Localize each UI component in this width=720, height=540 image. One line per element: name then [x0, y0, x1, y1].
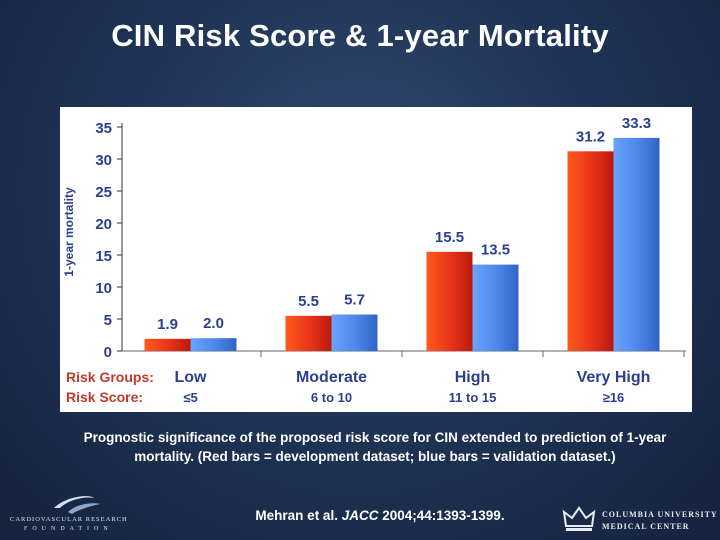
bar-value-label: 5.5: [298, 293, 319, 310]
bar-value-label: 1.9: [157, 316, 178, 333]
category-label: Very High: [577, 369, 651, 386]
bar-validation-high: [472, 264, 519, 351]
bar-value-label: 2.0: [203, 315, 224, 332]
y-tick-label: 20: [95, 216, 112, 233]
crf-logo-line2: FOUNDATION: [24, 526, 113, 532]
category-label: Moderate: [296, 369, 367, 386]
category-label: High: [455, 369, 491, 386]
citation-journal: JACC: [341, 508, 379, 523]
risk-score-label: 11 to 15: [449, 390, 497, 405]
y-tick-label: 35: [95, 120, 112, 137]
bar-validation-moderate: [331, 314, 378, 351]
bar-value-label: 31.2: [576, 128, 605, 145]
y-tick-label: 0: [104, 344, 112, 361]
crf-logo: CARDIOVASCULAR RESEARCH FOUNDATION: [10, 490, 140, 534]
figure-caption: Prognostic significance of the proposed …: [83, 430, 667, 464]
bar-validation-low: [190, 338, 237, 351]
crf-swirl-icon: [54, 496, 100, 514]
bar-value-label: 15.5: [435, 229, 464, 246]
bar-value-label: 33.3: [622, 115, 651, 132]
crown-icon: [562, 506, 596, 531]
bar-development-low: [144, 338, 191, 351]
bar-validation-very-high: [613, 137, 660, 351]
y-tick-label: 10: [95, 280, 112, 297]
y-tick-label: 25: [95, 184, 112, 201]
category-label: Low: [175, 369, 208, 386]
columbia-logo: COLUMBIA UNIVERSITY MEDICAL CENTER: [562, 506, 717, 536]
citation: Mehran et al. JACC 2004;44:1393-1399.: [190, 508, 570, 523]
risk-score-label: ≤5: [183, 390, 197, 405]
columbia-logo-line2: MEDICAL CENTER: [602, 522, 690, 531]
risk-score-row-label: Risk Score:: [66, 389, 143, 405]
risk-score-label: 6 to 10: [311, 390, 352, 405]
bar-development-very-high: [567, 151, 614, 351]
y-tick-label: 30: [95, 152, 112, 169]
crf-logo-line1: CARDIOVASCULAR RESEARCH: [10, 516, 128, 523]
bar-development-high: [426, 251, 473, 351]
citation-authors: Mehran et al.: [255, 508, 342, 523]
slide-title: CIN Risk Score & 1-year Mortality: [111, 18, 609, 53]
risk-score-label: ≥16: [603, 390, 625, 405]
y-tick-label: 15: [95, 248, 112, 265]
bar-value-label: 5.7: [344, 292, 365, 309]
citation-volume: 2004;44:1393-1399.: [378, 508, 505, 523]
bar-development-moderate: [285, 315, 332, 351]
bar-value-label: 13.5: [481, 242, 510, 259]
risk-groups-row-label: Risk Groups:: [66, 369, 154, 385]
y-tick-label: 5: [104, 312, 112, 329]
columbia-logo-line1: COLUMBIA UNIVERSITY: [602, 510, 718, 519]
